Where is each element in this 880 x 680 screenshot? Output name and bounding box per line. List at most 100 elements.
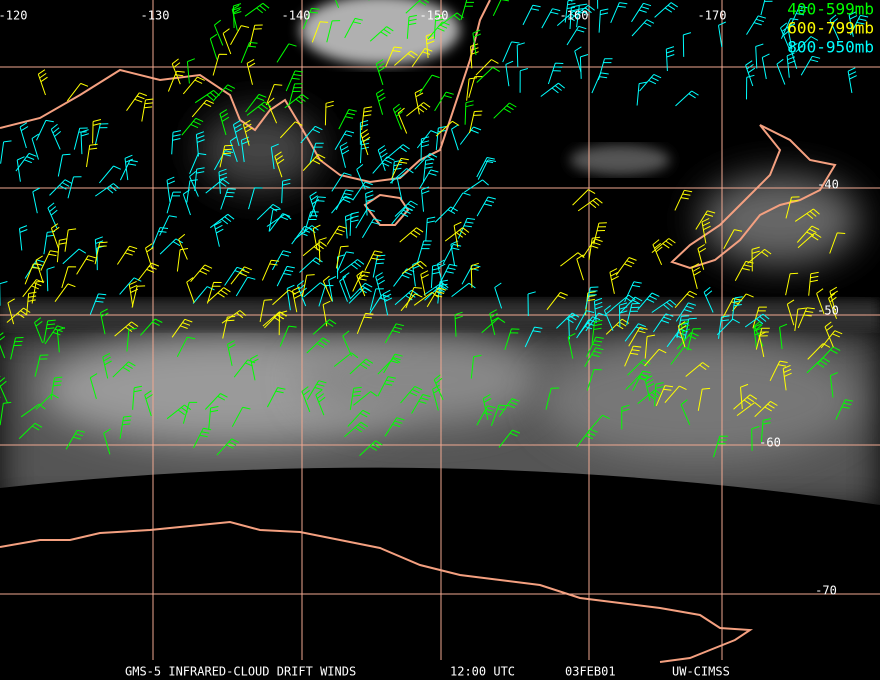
wind-barb [220, 188, 236, 210]
wind-barb [195, 131, 205, 157]
wind-barb [246, 101, 272, 116]
wind-barb [391, 206, 414, 225]
footer-source: UW-CIMSS [672, 665, 730, 679]
wind-barb [89, 373, 98, 400]
wind-barb [434, 91, 454, 112]
wind-barb [576, 319, 597, 339]
wind-barb [151, 227, 169, 249]
wind-barb [166, 191, 181, 214]
wind-barb [206, 287, 231, 303]
wind-barb [94, 241, 108, 265]
wind-barb [829, 372, 838, 398]
wind-barb [204, 393, 228, 410]
wind-barb [261, 259, 280, 281]
wind-barb [248, 187, 263, 210]
wind-barb [502, 41, 520, 63]
longitude-label: -170 [698, 9, 727, 23]
wind-barb [128, 280, 139, 307]
wind-barb [186, 277, 195, 303]
wind-barb [18, 422, 43, 439]
wind-barb [637, 292, 660, 311]
wind-barb [62, 248, 87, 265]
wind-barb [344, 421, 368, 438]
wind-barb [652, 313, 674, 333]
wind-barb [66, 82, 89, 102]
wind-barb [624, 345, 642, 367]
wind-barb [450, 192, 471, 212]
wind-barb [218, 168, 228, 194]
wind-barb [284, 93, 309, 109]
footer-time: 12:00 UTC [450, 665, 515, 679]
wind-barb [44, 325, 66, 345]
wind-barb [675, 90, 699, 107]
longitude-label: -150 [420, 9, 449, 23]
wind-barb [584, 347, 604, 368]
wind-barb [326, 20, 341, 43]
wind-barb [593, 297, 603, 324]
wind-barb [796, 225, 820, 243]
wind-barb [32, 187, 41, 214]
wind-barb [806, 357, 830, 374]
wind-barb [628, 326, 648, 347]
wind-barb [652, 239, 663, 265]
wind-barb [476, 196, 496, 217]
wind-barb [116, 245, 138, 265]
wind-barb [16, 156, 25, 182]
wind-barb [829, 286, 839, 313]
wind-barb [292, 286, 302, 313]
wind-barb [758, 331, 767, 358]
wind-barb [73, 127, 88, 150]
wind-barb [780, 18, 799, 39]
wind-barb [356, 270, 366, 297]
wind-barb [145, 243, 154, 270]
wind-barb [464, 179, 489, 193]
wind-barb [476, 157, 495, 178]
wind-barb [718, 315, 730, 339]
wind-barb [414, 152, 438, 170]
wind-barb [751, 426, 760, 451]
wind-barb [324, 100, 334, 126]
wind-barb [713, 435, 728, 458]
wind-barb [95, 183, 120, 197]
wind-barb [674, 189, 693, 211]
wind-barb [701, 217, 711, 244]
wind-barb [457, 217, 476, 239]
wind-barb [186, 58, 195, 84]
wind-barb [49, 179, 73, 196]
wind-barb [92, 119, 102, 144]
wind-barb [621, 404, 630, 430]
wind-barb [375, 59, 386, 86]
wind-barb [233, 359, 256, 378]
wind-barb [266, 213, 292, 227]
wind-barb [476, 66, 500, 83]
wind-barb [216, 438, 239, 456]
wind-barb [312, 319, 337, 335]
wind-barb [286, 284, 295, 311]
wind-barb [19, 225, 28, 251]
wind-barb [394, 200, 418, 217]
wind-barb [681, 320, 691, 347]
wind-barb [15, 152, 37, 172]
wind-barb [213, 19, 224, 46]
wind-barb [186, 179, 198, 203]
wind-barb [112, 361, 136, 378]
wind-barb [785, 272, 799, 296]
wind-barb [680, 399, 691, 426]
wind-barb [126, 92, 147, 111]
wind-barb [541, 8, 561, 29]
wind-barb [182, 401, 198, 424]
wind-barb [451, 124, 459, 151]
wind-barb [546, 291, 568, 311]
wind-barb [417, 240, 432, 263]
wind-barb [100, 308, 109, 335]
wind-barb [785, 196, 800, 219]
wind-barb [86, 143, 98, 168]
wind-barb [769, 360, 788, 382]
wind-barb [655, 385, 674, 406]
wind-barb [418, 169, 439, 189]
wind-barb [494, 282, 503, 309]
wind-barb [605, 318, 630, 335]
wind-barb [751, 246, 760, 272]
wind-barb [224, 266, 245, 286]
